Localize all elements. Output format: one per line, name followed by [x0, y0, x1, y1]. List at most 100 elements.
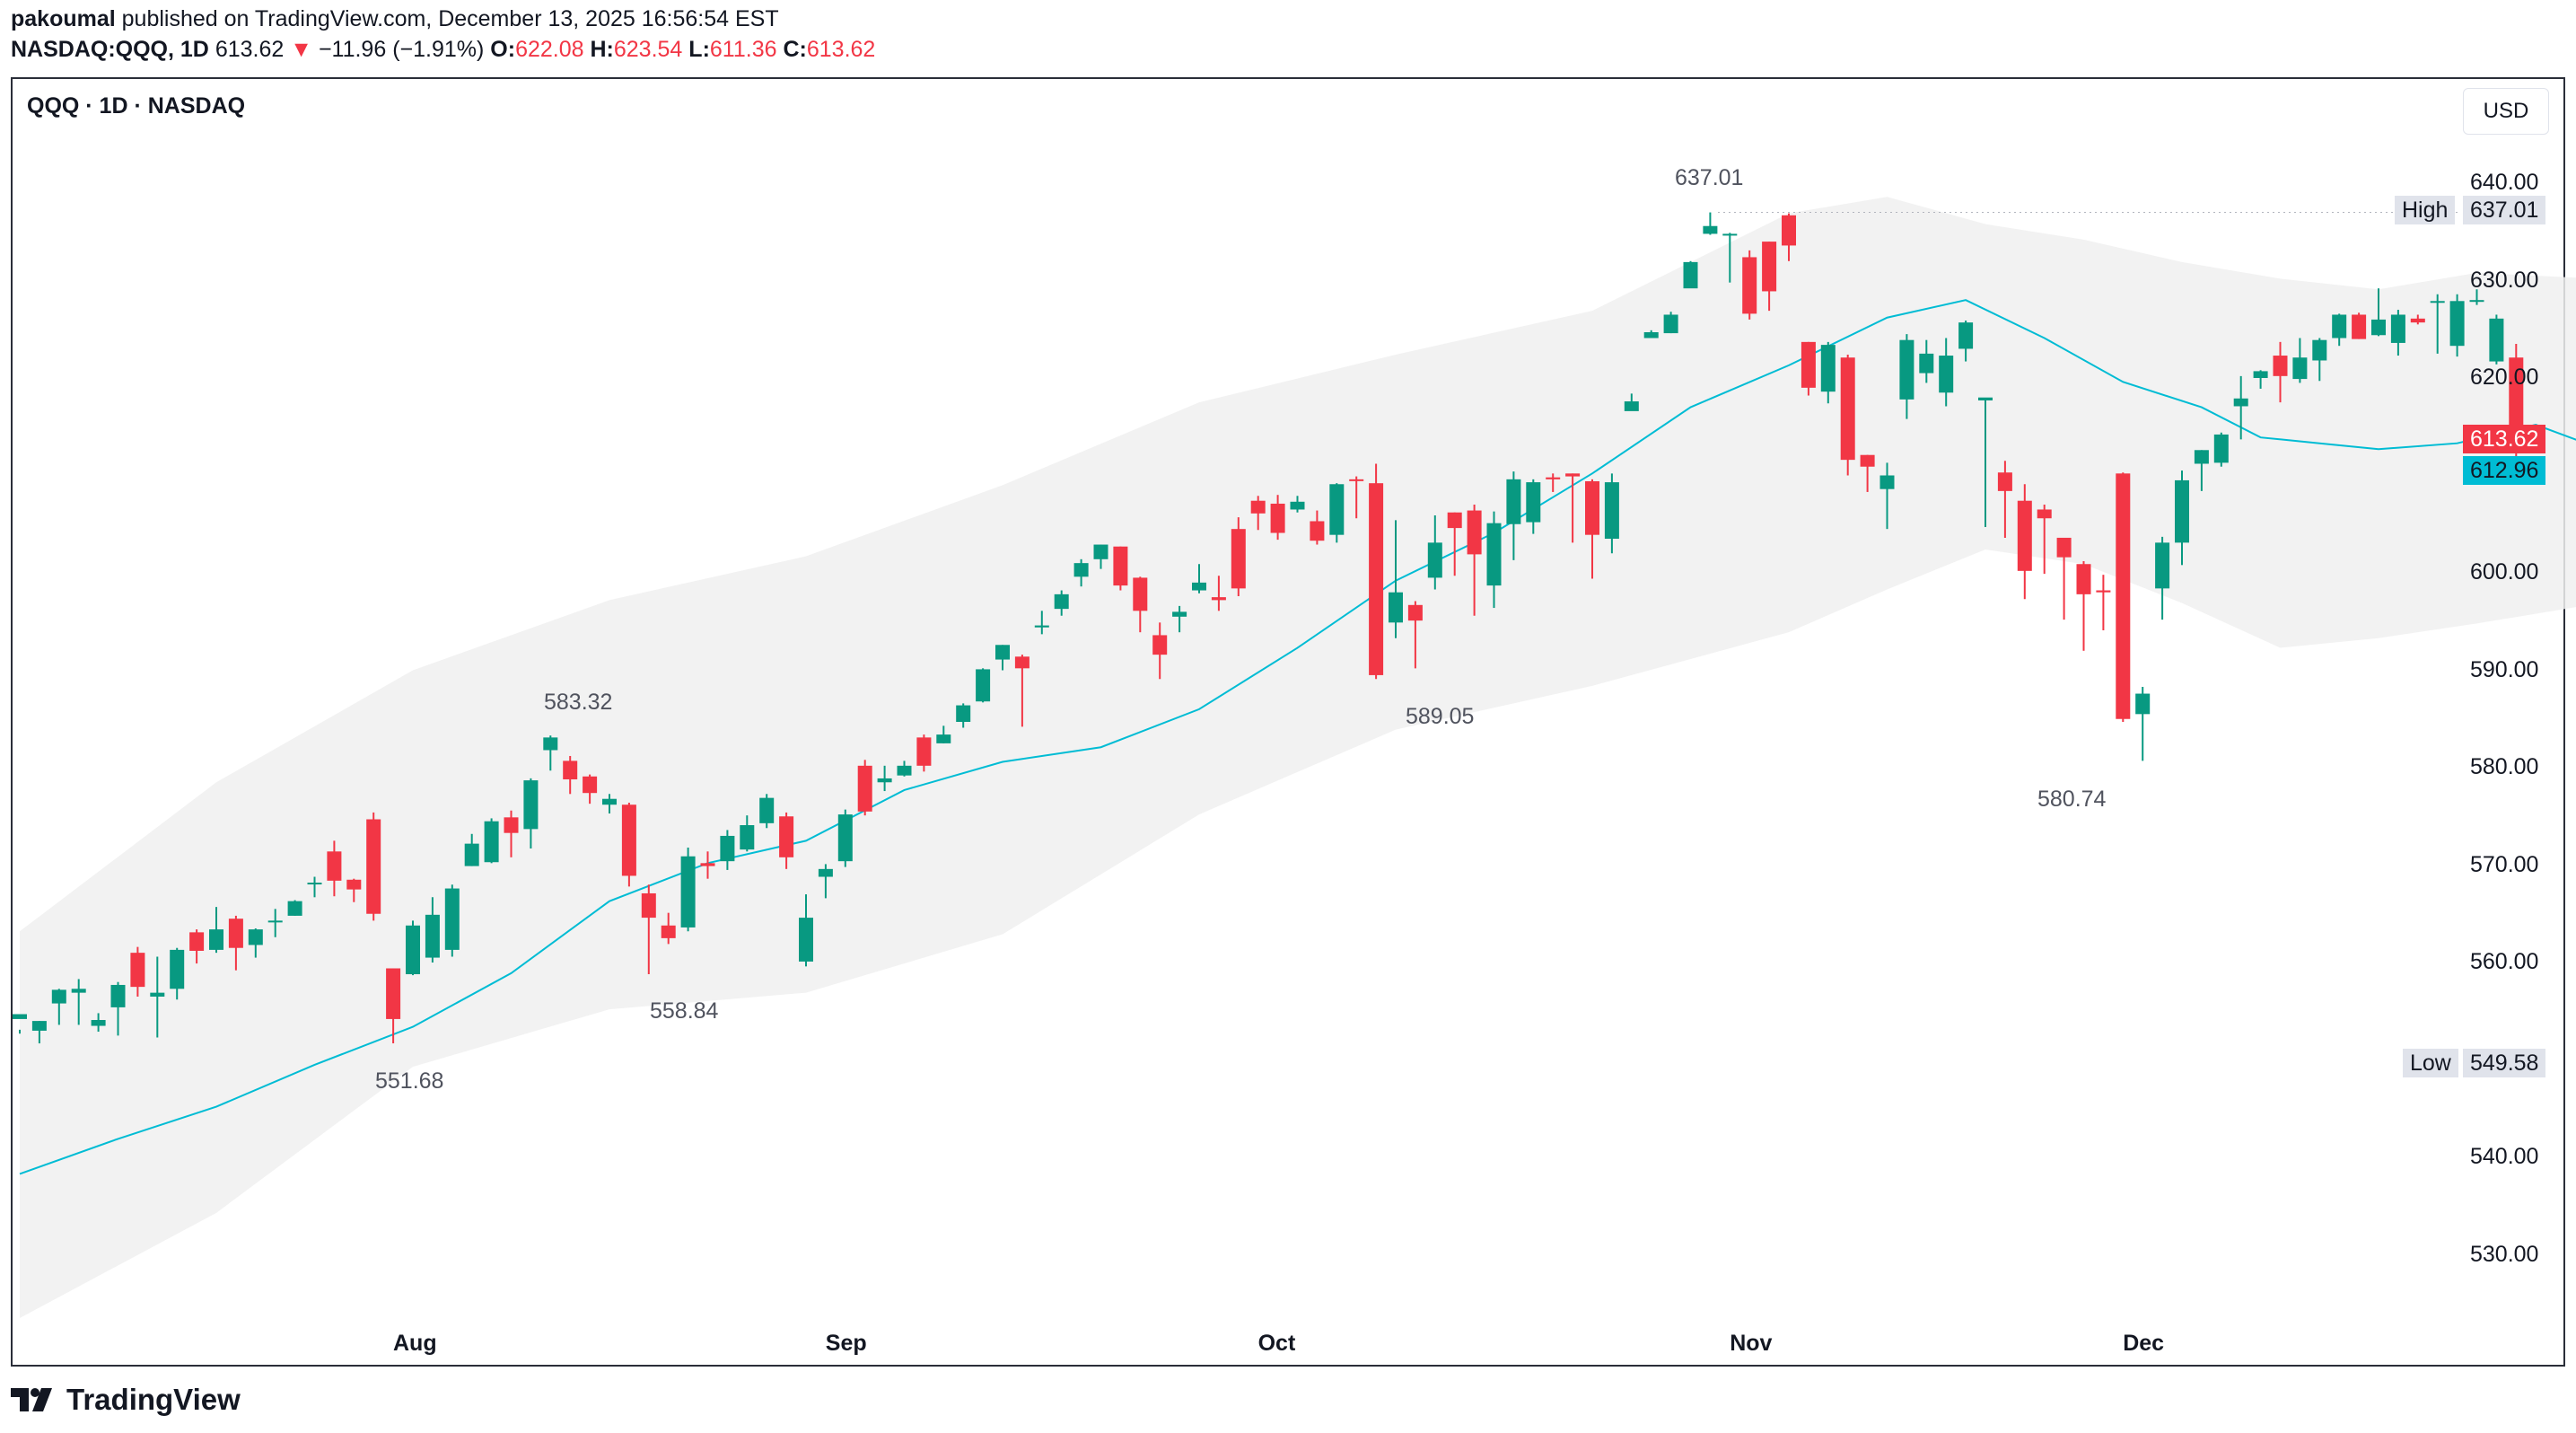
- candle-body: [1427, 542, 1442, 578]
- candle-body: [1762, 242, 1777, 292]
- candle-body: [2213, 434, 2229, 463]
- candle-body: [1899, 339, 1914, 400]
- candle-body: [444, 888, 460, 950]
- candle-body: [31, 1021, 47, 1031]
- candle-body: [1211, 597, 1226, 601]
- low-value-tag: 549.58: [2463, 1049, 2546, 1077]
- chart-symbol-title: QQQ · 1D · NASDAQ: [27, 93, 246, 119]
- candle-body: [2017, 500, 2032, 571]
- candle-body: [1073, 563, 1089, 577]
- candle-body: [837, 814, 853, 862]
- candle-body: [386, 968, 401, 1019]
- candle-body: [307, 883, 322, 885]
- last-price: 613.62: [215, 37, 285, 62]
- close-label: C:: [783, 37, 807, 62]
- candle-body: [228, 919, 243, 948]
- candle-body: [1782, 215, 1796, 246]
- candle-body: [327, 851, 342, 881]
- candle-body: [2371, 319, 2386, 336]
- candle-body: [2037, 509, 2052, 519]
- candle-body: [523, 780, 539, 830]
- candle-body: [1919, 353, 1934, 374]
- high-value: 623.54: [613, 37, 683, 62]
- candle-body: [1329, 484, 1345, 535]
- candle-body: [1486, 523, 1502, 586]
- candle-body: [1997, 472, 2012, 491]
- candle-body: [2233, 398, 2248, 407]
- candle-body: [2410, 318, 2425, 323]
- price-tick-label: 600.00: [2470, 559, 2539, 585]
- candle-body: [1683, 261, 1698, 289]
- time-tick-label: Aug: [393, 1331, 437, 1356]
- high-label: H:: [590, 37, 614, 62]
- annotation-high-aug: 583.32: [544, 690, 613, 715]
- open-label: O:: [490, 37, 516, 62]
- candle-body: [2312, 339, 2327, 361]
- candle-body: [1565, 473, 1581, 477]
- candle-body: [1585, 481, 1599, 535]
- candle-body: [1506, 479, 1521, 524]
- candle-body: [2116, 473, 2131, 719]
- candle-body: [956, 705, 971, 723]
- ohlc-legend: NASDAQ:QQQ, 1D 613.62 ▼ −11.96 (−1.91%) …: [11, 34, 875, 65]
- candle-body: [1054, 593, 1069, 610]
- annotation-low-oct: 589.05: [1406, 704, 1475, 729]
- candle-body: [406, 925, 420, 975]
- candle-body: [720, 835, 735, 862]
- candle-body: [150, 992, 165, 997]
- annotation-high-oct: 637.01: [1675, 165, 1744, 190]
- candle-body: [995, 645, 1010, 660]
- candle-body: [1310, 521, 1325, 541]
- candle-body: [1389, 592, 1403, 623]
- candle-body: [1840, 357, 1855, 461]
- candle-body: [1801, 341, 1816, 388]
- close-value: 613.62: [806, 37, 876, 62]
- price-tick-label: 620.00: [2470, 365, 2539, 390]
- publish-info: published on TradingView.com, December 1…: [121, 6, 779, 31]
- brand-name: TradingView: [66, 1383, 241, 1416]
- candle-body: [1526, 482, 1541, 523]
- candle-body: [248, 929, 263, 945]
- candle-body: [2352, 314, 2367, 339]
- candle-body: [1663, 314, 1678, 334]
- candle-body: [13, 1014, 27, 1019]
- candle-body: [1369, 483, 1384, 675]
- candle-body: [680, 856, 696, 927]
- price-tick-label: 530.00: [2470, 1241, 2539, 1267]
- candle-body: [504, 817, 519, 833]
- candle-body: [189, 932, 205, 951]
- candle-body: [1192, 582, 1206, 591]
- candle-body: [2056, 537, 2072, 558]
- candle-body: [661, 925, 676, 938]
- candle-body: [91, 1020, 106, 1026]
- candle-body: [2292, 357, 2308, 380]
- candle-body: [2449, 301, 2465, 347]
- tradingview-logo-icon: [11, 1388, 52, 1411]
- time-tick-label: Sep: [825, 1331, 867, 1356]
- candle-body: [2273, 356, 2288, 376]
- chart-frame[interactable]: [11, 77, 2565, 1367]
- candle-body: [543, 737, 558, 751]
- candle-body: [2253, 371, 2268, 378]
- candle-body: [1879, 475, 1895, 489]
- candle-body: [976, 669, 991, 702]
- candle-body: [2096, 590, 2111, 593]
- candle-body: [1172, 611, 1187, 617]
- candle-body: [2469, 300, 2484, 303]
- high-tag: High: [2395, 196, 2456, 224]
- candle-body: [130, 953, 145, 988]
- candle-body: [818, 868, 833, 877]
- candle-body: [916, 737, 932, 766]
- bollinger-band: [20, 197, 2576, 1319]
- candle-body: [1978, 397, 1993, 400]
- tradingview-logo[interactable]: TradingView: [11, 1383, 241, 1417]
- price-tick-label: 590.00: [2470, 656, 2539, 682]
- candle-body: [1014, 656, 1030, 669]
- candle-body: [759, 797, 775, 823]
- currency-button[interactable]: USD: [2463, 88, 2549, 135]
- author-name[interactable]: pakoumal: [11, 6, 116, 31]
- price-tick-label: 570.00: [2470, 851, 2539, 877]
- candle-body: [1703, 225, 1718, 234]
- annotation-low-nov: 580.74: [2037, 787, 2107, 812]
